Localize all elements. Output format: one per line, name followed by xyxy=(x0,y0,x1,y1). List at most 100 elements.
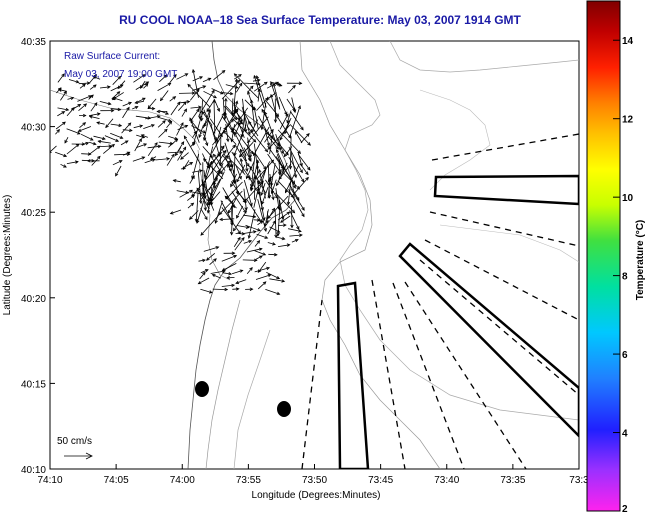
current-vector-head xyxy=(299,233,303,237)
current-vector xyxy=(158,117,172,122)
current-vector-head xyxy=(292,184,296,189)
current-vector xyxy=(288,183,300,201)
current-vector xyxy=(261,102,267,130)
current-vector xyxy=(190,119,202,134)
current-vector xyxy=(232,288,239,290)
current-vector-head xyxy=(115,138,120,142)
current-vector-head xyxy=(296,226,300,230)
current-vector xyxy=(57,107,69,111)
current-vector xyxy=(209,118,223,137)
colorbar-label: Temperature (°C) xyxy=(635,220,646,301)
current-vector xyxy=(104,135,119,142)
current-vector xyxy=(243,188,247,211)
current-vector-head xyxy=(235,108,239,112)
current-vector xyxy=(192,170,203,173)
current-vector xyxy=(177,141,185,152)
current-vector-head xyxy=(92,142,97,146)
current-vector xyxy=(277,180,294,198)
current-vector xyxy=(167,151,183,154)
current-vector-head xyxy=(138,138,142,142)
current-vector-head xyxy=(263,228,267,232)
current-vector xyxy=(190,141,196,147)
current-vector-head xyxy=(297,105,301,110)
current-vector-head xyxy=(294,130,299,135)
current-vector xyxy=(279,117,292,141)
current-vector xyxy=(79,122,86,129)
current-vector-head xyxy=(229,91,234,96)
current-vector xyxy=(155,158,170,161)
current-vector-head xyxy=(262,281,267,285)
current-vector-head xyxy=(255,75,260,80)
current-vector-head xyxy=(151,124,155,128)
current-vector-head xyxy=(191,68,196,73)
current-vector xyxy=(198,90,215,116)
current-vector xyxy=(220,145,232,172)
current-vector xyxy=(180,162,193,170)
current-vector xyxy=(58,89,67,92)
current-vector xyxy=(289,105,301,138)
current-vector-head xyxy=(143,143,148,147)
colorbar-tick-label: 12 xyxy=(622,115,634,126)
current-vector xyxy=(267,220,276,235)
current-vector xyxy=(276,149,288,174)
colorbar xyxy=(586,0,621,512)
current-vector xyxy=(278,96,288,115)
current-vector-head xyxy=(202,271,206,276)
colorbar-tick-label: 6 xyxy=(622,350,628,361)
current-vector-head xyxy=(174,152,179,157)
current-vector xyxy=(256,159,274,179)
current-vector xyxy=(245,180,264,201)
current-vector xyxy=(202,182,215,211)
current-vector-head xyxy=(199,76,204,80)
current-vector xyxy=(147,142,158,157)
current-vector-head xyxy=(179,150,184,154)
current-vector xyxy=(166,154,175,166)
bay-outline xyxy=(50,89,201,151)
current-vector-head xyxy=(227,163,231,168)
current-vector-head xyxy=(167,118,172,122)
current-vector-head xyxy=(255,159,260,164)
current-vector xyxy=(266,210,269,224)
current-vector xyxy=(277,211,290,221)
current-vector xyxy=(289,234,303,237)
current-vector xyxy=(215,200,223,224)
y-tick-label: 40:25 xyxy=(21,208,46,219)
current-vector xyxy=(89,84,97,90)
current-vector-head xyxy=(187,83,191,88)
current-vector xyxy=(270,163,276,186)
figure-title: RU COOL NOAA–18 Sea Surface Temperature:… xyxy=(119,13,521,27)
current-vector xyxy=(291,239,299,243)
current-vector xyxy=(198,124,204,138)
contour-2 xyxy=(329,41,579,421)
current-vector xyxy=(279,114,289,130)
current-vector xyxy=(233,124,247,156)
current-vector xyxy=(219,134,222,166)
current-vector xyxy=(159,74,167,83)
current-vector-head xyxy=(224,287,229,292)
current-vector xyxy=(178,101,187,111)
current-vector xyxy=(206,252,216,261)
current-vector xyxy=(200,288,213,293)
current-vector xyxy=(213,160,231,181)
current-vector-head xyxy=(219,217,223,222)
current-vector xyxy=(242,259,257,261)
current-vector xyxy=(150,156,157,160)
current-vector xyxy=(210,150,227,174)
current-vector xyxy=(199,178,218,202)
current-vector-head xyxy=(205,257,210,261)
radial-transects xyxy=(301,133,579,469)
current-vector xyxy=(248,209,256,239)
current-vector-head xyxy=(278,146,282,151)
current-vector xyxy=(265,179,278,199)
current-vector-head xyxy=(182,146,187,151)
current-vector-head xyxy=(189,162,194,166)
current-vector-head xyxy=(252,230,257,234)
current-vector-head xyxy=(61,73,65,78)
current-vector-head xyxy=(248,240,253,244)
current-vector xyxy=(213,154,226,171)
current-vector xyxy=(255,154,267,170)
current-vector-head xyxy=(231,251,236,255)
current-vector-head xyxy=(267,273,272,278)
current-vector-head xyxy=(291,209,296,214)
current-vector xyxy=(88,141,97,145)
